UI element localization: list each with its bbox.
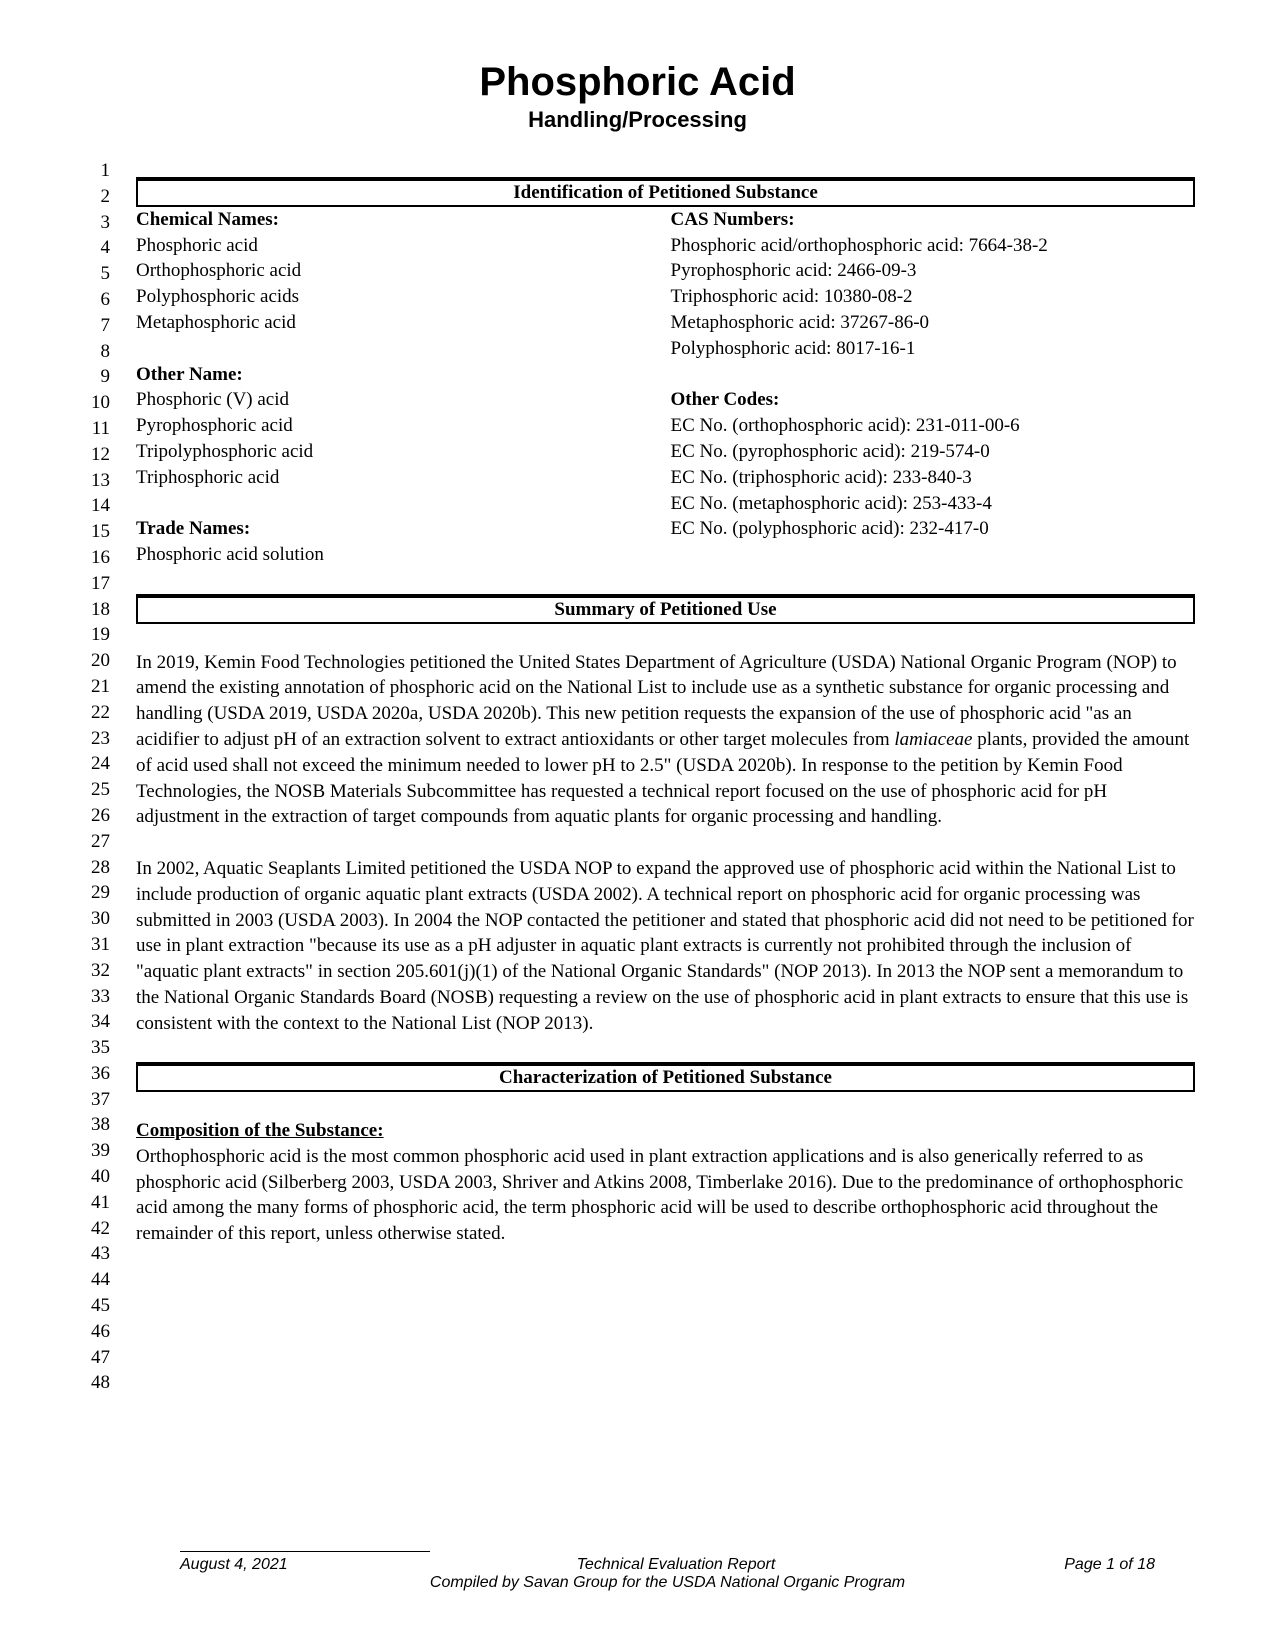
composition-paragraph: Orthophosphoric acid is the most common … — [136, 1144, 1195, 1247]
other-codes-label: Other Codes: — [671, 387, 1196, 413]
footer-center-1: Technical Evaluation Report — [577, 1556, 776, 1574]
blank-line — [136, 491, 661, 517]
other-code: EC No. (orthophosphoric acid): 231-011-0… — [671, 413, 1196, 439]
document-title: Phosphoric Acid — [80, 60, 1195, 105]
blank-line — [136, 1092, 1195, 1118]
footer-date: August 4, 2021 — [180, 1556, 288, 1574]
footer-center-2: Compiled by Savan Group for the USDA Nat… — [180, 1574, 1155, 1592]
section-heading-characterization: Characterization of Petitioned Substance — [136, 1062, 1195, 1092]
section-heading-summary: Summary of Petitioned Use — [136, 594, 1195, 624]
section-heading-identification: Identification of Petitioned Substance — [136, 177, 1195, 207]
blank-line — [136, 336, 661, 362]
cas-numbers-label: CAS Numbers: — [671, 207, 1196, 233]
chemical-name: Polyphosphoric acids — [136, 284, 661, 310]
trade-name: Phosphoric acid solution — [136, 542, 661, 568]
footer-row: August 4, 2021 Technical Evaluation Repo… — [180, 1556, 1155, 1574]
identification-columns: Chemical Names: Phosphoric acid Orthopho… — [136, 207, 1195, 568]
chemical-name: Metaphosphoric acid — [136, 310, 661, 336]
cas-number: Metaphosphoric acid: 37267-86-0 — [671, 310, 1196, 336]
other-name: Tripolyphosphoric acid — [136, 439, 661, 465]
summary-paragraph-1: In 2019, Kemin Food Technologies petitio… — [136, 650, 1195, 831]
other-name-label: Other Name: — [136, 362, 661, 388]
cas-number: Triphosphoric acid: 10380-08-2 — [671, 284, 1196, 310]
cas-number: Polyphosphoric acid: 8017-16-1 — [671, 336, 1196, 362]
blank-line — [671, 362, 1196, 388]
chemical-name: Orthophosphoric acid — [136, 258, 661, 284]
identification-left-column: Chemical Names: Phosphoric acid Orthopho… — [136, 207, 661, 568]
chemical-names-label: Chemical Names: — [136, 207, 661, 233]
chemical-name: Phosphoric acid — [136, 233, 661, 259]
footer-rule — [180, 1551, 430, 1552]
blank-line — [136, 830, 1195, 856]
other-code: EC No. (triphosphoric acid): 233-840-3 — [671, 465, 1196, 491]
other-name: Triphosphoric acid — [136, 465, 661, 491]
cas-number: Phosphoric acid/orthophosphoric acid: 76… — [671, 233, 1196, 259]
other-code: EC No. (polyphosphoric acid): 232-417-0 — [671, 516, 1196, 542]
trade-names-label: Trade Names: — [136, 516, 661, 542]
blank-line — [136, 151, 1195, 177]
blank-line — [136, 568, 1195, 594]
line-number-gutter: 1 2 3 4 5 6 7 8 9 10 11 12 13 14 15 16 1… — [80, 158, 110, 1396]
summary-paragraph-2: In 2002, Aquatic Seaplants Limited petit… — [136, 856, 1195, 1037]
other-name: Phosphoric (V) acid — [136, 387, 661, 413]
summary-para1-italic: lamiaceae — [894, 729, 972, 750]
blank-line — [136, 1037, 1195, 1063]
other-code: EC No. (metaphosphoric acid): 253-433-4 — [671, 491, 1196, 517]
page-footer: August 4, 2021 Technical Evaluation Repo… — [180, 1551, 1155, 1592]
identification-right-column: CAS Numbers: Phosphoric acid/orthophosph… — [671, 207, 1196, 568]
other-code: EC No. (pyrophosphoric acid): 219-574-0 — [671, 439, 1196, 465]
cas-number: Pyrophosphoric acid: 2466-09-3 — [671, 258, 1196, 284]
other-name: Pyrophosphoric acid — [136, 413, 661, 439]
composition-label: Composition of the Substance: — [136, 1118, 1195, 1144]
document-body: Identification of Petitioned Substance C… — [136, 151, 1195, 1247]
page-container: Phosphoric Acid Handling/Processing 1 2 … — [0, 0, 1275, 1650]
blank-line — [136, 624, 1195, 650]
document-subtitle: Handling/Processing — [80, 107, 1195, 133]
footer-page: Page 1 of 18 — [1064, 1556, 1155, 1574]
